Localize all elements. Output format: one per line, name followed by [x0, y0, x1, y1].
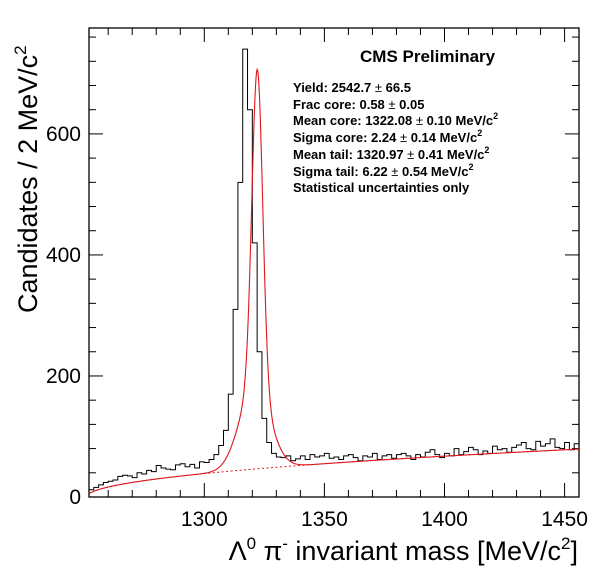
- fit-stat-part: ±: [400, 130, 407, 145]
- y-tick-label: 0: [69, 486, 81, 509]
- x-tick-label: 1300: [181, 508, 228, 531]
- fit-stat-line: Mean core: 1322.08 ± 0.10 MeV/c2: [293, 111, 498, 128]
- y-tick-label: 400: [46, 244, 81, 267]
- fit-stat-line: Yield: 2542.7 ± 66.5: [293, 80, 411, 95]
- background-fit-curve: [88, 448, 580, 495]
- fit-stat-part: ±: [391, 164, 398, 179]
- axis-label-part: invariant mass [MeV/c: [288, 536, 561, 566]
- x-tick-label: 1350: [301, 508, 348, 531]
- fit-stat-part: ±: [407, 147, 414, 162]
- fit-stat-part: 2: [484, 145, 489, 155]
- fit-stat-line: Frac core: 0.58 ± 0.05: [293, 97, 424, 112]
- axis-label-part: π: [256, 536, 282, 566]
- fit-stat-line: Sigma tail: 6.22 ± 0.54 MeV/c2: [293, 162, 474, 179]
- axis-label-part: 2: [11, 45, 30, 54]
- y-tick-label: 200: [46, 365, 81, 388]
- total-fit-curve: [88, 67, 580, 495]
- fit-stat-part: 0.54 MeV/c: [398, 164, 468, 179]
- y-ticks: 0 200 400 600: [46, 36, 579, 509]
- fit-stat-part: Frac core: 0.58: [293, 97, 388, 112]
- fit-stat-part: 0.14 MeV/c: [407, 130, 477, 145]
- axis-label-part: 2: [561, 534, 570, 553]
- fit-stat-part: 66.5: [382, 80, 411, 95]
- fit-stat-line: Statistical uncertainties only: [293, 180, 470, 195]
- fit-stat-part: 2: [469, 162, 474, 172]
- fit-stat-part: Sigma tail: 6.22: [293, 164, 391, 179]
- fit-stat-line: Mean tail: 1320.97 ± 0.41 MeV/c2: [293, 145, 489, 162]
- fit-stat-part: Sigma core: 2.24: [293, 130, 400, 145]
- fit-stat-part: ±: [388, 97, 395, 112]
- fit-stat-part: 2: [477, 128, 482, 138]
- fit-stat-line: Sigma core: 2.24 ± 0.14 MeV/c2: [293, 128, 482, 145]
- fit-stat-part: ±: [375, 80, 382, 95]
- fit-stat-part: Statistical uncertainties only: [293, 180, 470, 195]
- axis-label-part: 0: [247, 534, 256, 553]
- chart-title: CMS Preliminary: [360, 47, 496, 66]
- fit-stat-part: Yield: 2542.7: [293, 80, 375, 95]
- fit-stat-part: ±: [416, 113, 423, 128]
- plot-frame: [88, 27, 580, 498]
- x-tick-label: 1450: [541, 508, 588, 531]
- axis-label-part: Candidates / 2 MeV/c: [13, 55, 43, 313]
- fit-stat-part: Mean tail: 1320.97: [293, 147, 407, 162]
- axis-label-part: -: [282, 534, 288, 553]
- x-ticks: 1300 1350 1400 1450: [107, 28, 588, 531]
- x-tick-label: 1400: [421, 508, 468, 531]
- fit-stat-part: 0.41 MeV/c: [414, 147, 484, 162]
- axis-label-part: ]: [570, 536, 578, 566]
- axis-label-part: Λ: [229, 536, 247, 566]
- fit-stat-part: Mean core: 1322.08: [293, 113, 416, 128]
- fit-stat-part: 0.05: [396, 97, 425, 112]
- y-tick-label: 600: [46, 123, 81, 146]
- y-axis-label: Candidates / 2 MeV/c2: [11, 45, 43, 313]
- x-axis-label: Λ0 π- invariant mass [MeV/c2]: [229, 534, 578, 566]
- fit-stats: Yield: 2542.7 ± 66.5 Frac core: 0.58 ± 0.…: [293, 80, 498, 195]
- fit-stat-part: 0.10 MeV/c: [423, 113, 493, 128]
- data-histogram: [89, 48, 579, 491]
- fit-stat-part: 2: [493, 111, 498, 121]
